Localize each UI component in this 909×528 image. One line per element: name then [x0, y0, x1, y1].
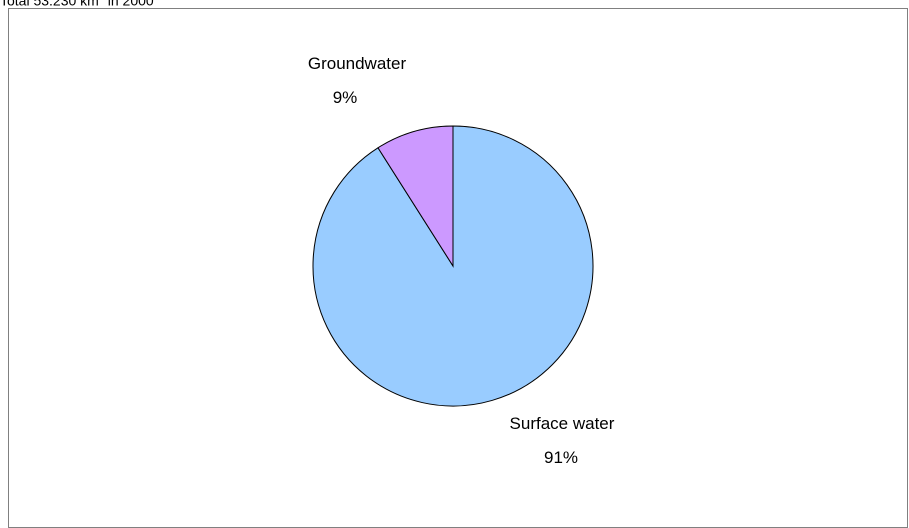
slice-percent-groundwater: 9% [333, 88, 358, 107]
caption-prefix: Total 53.230 km [0, 0, 99, 9]
slice-label-groundwater: Groundwater [308, 54, 407, 73]
caption-superscript: 3 [99, 0, 104, 2]
pie-slice-groundwater [377, 125, 454, 268]
pie-chart: Groundwater 9% Surface water 91% [308, 54, 615, 467]
slice-label-surface-water: Surface water [510, 414, 615, 433]
slice-percent-surface-water: 91% [544, 448, 578, 467]
chart-caption: Total 53.230 km3 in 2000 [0, 0, 154, 9]
pie-slices [312, 125, 594, 407]
caption-suffix: in 2000 [103, 0, 154, 9]
